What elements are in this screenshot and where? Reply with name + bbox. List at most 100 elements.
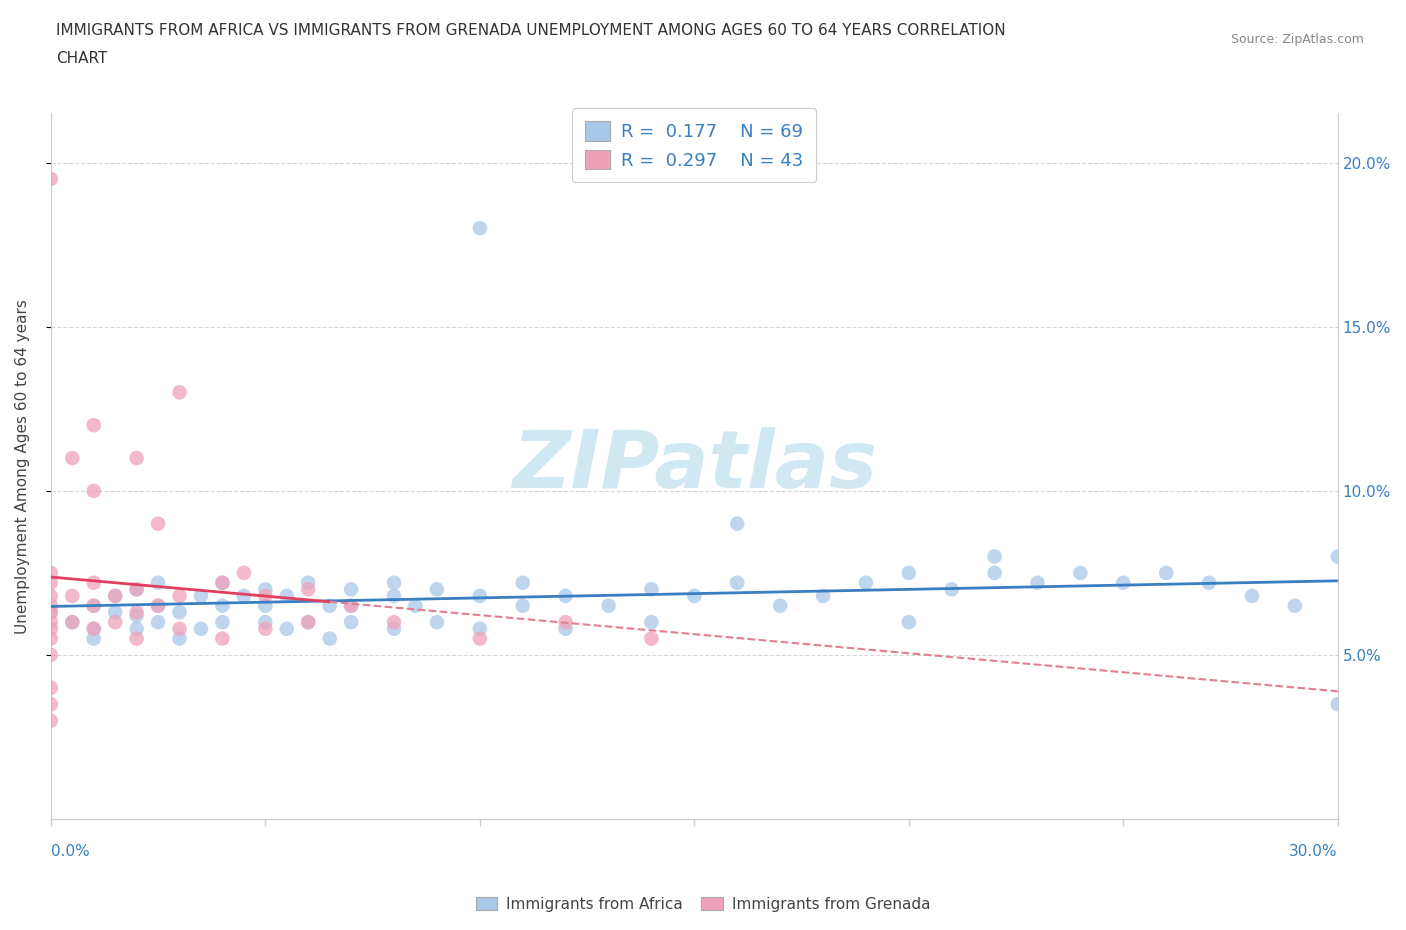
Text: Source: ZipAtlas.com: Source: ZipAtlas.com [1230,33,1364,46]
Point [554,621,576,636]
Point [39,621,62,636]
Point [318,631,340,646]
Point [146,615,169,630]
Point [83,418,105,432]
Point [60,615,83,630]
Point [83,631,105,646]
Point [983,549,1005,564]
Point [125,621,148,636]
Point [897,565,920,580]
Point [125,582,148,597]
Text: 30.0%: 30.0% [1289,844,1337,858]
Point [83,484,105,498]
Point [232,589,254,604]
Point [83,621,105,636]
Point [468,220,491,235]
Point [297,615,319,630]
Point [232,565,254,580]
Point [1069,565,1091,580]
Point [426,615,449,630]
Point [468,589,491,604]
Point [1326,549,1348,564]
Y-axis label: Unemployment Among Ages 60 to 64 years: Unemployment Among Ages 60 to 64 years [15,299,30,633]
Text: 0.0%: 0.0% [51,844,90,858]
Point [104,615,127,630]
Point [426,582,449,597]
Point [297,582,319,597]
Point [254,615,277,630]
Point [60,589,83,604]
Text: ZIPatlas: ZIPatlas [512,427,877,505]
Point [276,621,298,636]
Point [169,621,191,636]
Point [382,621,405,636]
Point [1026,576,1049,591]
Point [725,516,748,531]
Point [318,598,340,613]
Point [297,615,319,630]
Point [382,615,405,630]
Point [39,681,62,696]
Point [39,565,62,580]
Point [254,582,277,597]
Point [39,631,62,646]
Point [39,589,62,604]
Point [190,621,212,636]
Point [83,598,105,613]
Point [725,576,748,591]
Point [468,621,491,636]
Point [1284,598,1306,613]
Point [125,450,148,465]
Point [382,589,405,604]
Text: IMMIGRANTS FROM AFRICA VS IMMIGRANTS FROM GRENADA UNEMPLOYMENT AMONG AGES 60 TO : IMMIGRANTS FROM AFRICA VS IMMIGRANTS FRO… [56,23,1005,38]
Point [640,615,662,630]
Point [1326,697,1348,711]
Point [83,576,105,591]
Point [169,604,191,619]
Point [254,598,277,613]
Point [297,576,319,591]
Point [125,631,148,646]
Point [811,589,834,604]
Legend: Immigrants from Africa, Immigrants from Grenada: Immigrants from Africa, Immigrants from … [470,890,936,918]
Point [211,576,233,591]
Point [190,589,212,604]
Point [254,589,277,604]
Point [125,604,148,619]
Point [83,598,105,613]
Point [146,598,169,613]
Point [60,615,83,630]
Point [855,576,877,591]
Point [340,598,363,613]
Point [146,576,169,591]
Point [1198,576,1220,591]
Point [211,598,233,613]
Point [276,589,298,604]
Point [683,589,706,604]
Point [39,576,62,591]
Point [404,598,426,613]
Point [983,565,1005,580]
Point [1112,576,1135,591]
Legend: R =  0.177    N = 69, R =  0.297    N = 43: R = 0.177 N = 69, R = 0.297 N = 43 [572,108,815,182]
Point [125,582,148,597]
Point [941,582,963,597]
Point [169,385,191,400]
Point [39,598,62,613]
Point [39,697,62,711]
Point [39,713,62,728]
Point [169,631,191,646]
Point [104,589,127,604]
Text: CHART: CHART [56,51,108,66]
Point [146,598,169,613]
Point [39,604,62,619]
Point [39,604,62,619]
Point [340,598,363,613]
Point [554,589,576,604]
Point [83,621,105,636]
Point [897,615,920,630]
Point [382,576,405,591]
Point [211,615,233,630]
Point [169,589,191,604]
Point [254,621,277,636]
